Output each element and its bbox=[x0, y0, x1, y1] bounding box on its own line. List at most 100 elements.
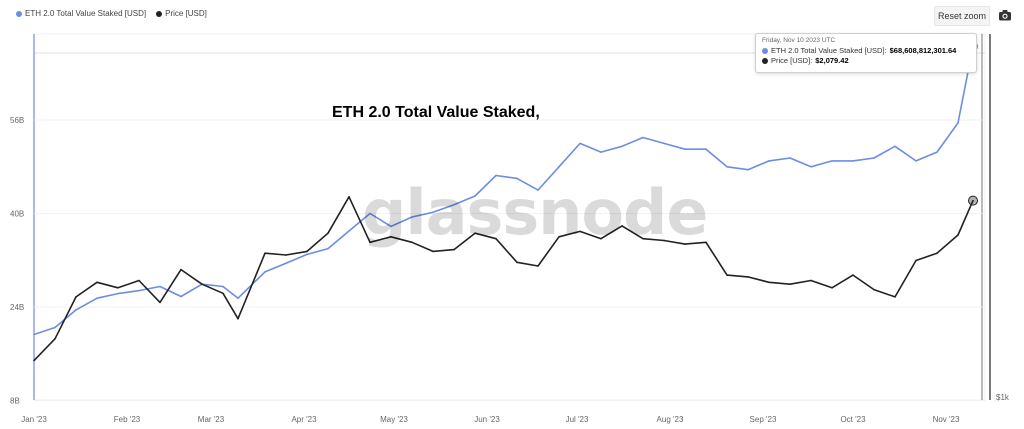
chart-legend: ETH 2.0 Total Value Staked [USD] Price [… bbox=[16, 9, 207, 18]
data-point-staked bbox=[579, 142, 581, 145]
data-point-price bbox=[159, 301, 161, 304]
tooltip-row-staked: ETH 2.0 Total Value Staked [USD]: $68,60… bbox=[762, 46, 970, 56]
data-point-staked bbox=[96, 297, 98, 300]
legend-item-staked[interactable]: ETH 2.0 Total Value Staked [USD] bbox=[16, 9, 146, 18]
data-point-staked bbox=[285, 262, 287, 264]
data-point-price bbox=[747, 276, 749, 278]
data-point-price bbox=[957, 234, 959, 236]
data-point-staked bbox=[600, 151, 602, 153]
data-point-staked bbox=[558, 165, 560, 168]
legend-dot-price bbox=[156, 10, 163, 17]
data-point-staked bbox=[138, 289, 140, 292]
y-tick-label: 56B bbox=[10, 116, 24, 125]
data-point-staked bbox=[411, 216, 413, 218]
data-point-price bbox=[222, 292, 224, 295]
data-point-staked bbox=[453, 203, 455, 206]
data-point-staked bbox=[327, 247, 329, 250]
data-point-staked bbox=[474, 195, 476, 197]
data-point-price bbox=[726, 274, 728, 276]
data-point-price bbox=[558, 236, 560, 238]
data-point-price bbox=[768, 281, 770, 284]
data-point-staked bbox=[873, 157, 875, 159]
data-point-staked bbox=[789, 157, 791, 159]
legend-label-staked: ETH 2.0 Total Value Staked [USD] bbox=[25, 9, 147, 18]
camera-icon[interactable] bbox=[998, 8, 1012, 22]
data-point-staked bbox=[495, 174, 497, 177]
tooltip-dot-staked bbox=[762, 48, 768, 54]
data-point-price bbox=[915, 259, 917, 262]
data-point-staked bbox=[537, 189, 539, 191]
y-axis-right-ticks: $1k bbox=[996, 393, 1010, 402]
data-point-staked bbox=[264, 271, 266, 273]
data-point-staked bbox=[390, 225, 392, 228]
data-point-price bbox=[537, 265, 539, 267]
data-point-price bbox=[75, 296, 77, 298]
glassnode-watermark: glassnode bbox=[362, 176, 708, 249]
tooltip-dot-price bbox=[762, 58, 768, 64]
data-point-price bbox=[936, 252, 938, 255]
data-point-price bbox=[306, 250, 308, 253]
data-point-price bbox=[369, 241, 371, 244]
data-point-staked bbox=[117, 292, 119, 295]
data-point-price bbox=[180, 268, 182, 271]
data-point-staked bbox=[705, 148, 707, 151]
data-point-staked bbox=[432, 211, 434, 214]
x-tick-label: Sep '23 bbox=[750, 415, 777, 424]
chart-title: ETH 2.0 Total Value Staked, bbox=[332, 104, 540, 121]
data-point-staked bbox=[831, 160, 833, 162]
data-point-price bbox=[852, 274, 854, 276]
x-tick-label: Oct '23 bbox=[840, 415, 866, 424]
data-point-staked bbox=[33, 333, 35, 336]
data-point-staked bbox=[726, 165, 728, 168]
data-point-staked bbox=[237, 297, 239, 300]
x-axis-ticks: Jan '23 Feb '23 Mar '23 Apr '23 May '23 Jun '… bbox=[21, 415, 960, 424]
x-tick-label: Jul '23 bbox=[566, 415, 589, 424]
data-point-price bbox=[972, 199, 974, 202]
data-point-price bbox=[54, 337, 56, 340]
data-point-staked bbox=[915, 160, 917, 162]
data-point-price bbox=[642, 237, 644, 240]
data-point-price bbox=[705, 241, 707, 244]
data-point-price bbox=[432, 250, 434, 253]
x-tick-label: Mar '23 bbox=[198, 415, 225, 424]
data-point-price bbox=[201, 283, 203, 285]
data-point-price bbox=[663, 239, 665, 242]
data-point-staked bbox=[621, 145, 623, 148]
x-tick-label: Aug '23 bbox=[657, 415, 684, 424]
data-point-staked bbox=[894, 145, 896, 148]
data-point-price bbox=[684, 243, 686, 245]
data-point-staked bbox=[180, 295, 182, 298]
data-point-staked bbox=[159, 285, 161, 288]
hover-marker-price[interactable] bbox=[968, 195, 978, 206]
x-tick-label: Jan '23 bbox=[21, 415, 47, 424]
legend-dot-staked bbox=[16, 10, 22, 17]
series-line-staked bbox=[33, 46, 974, 336]
tooltip-row-price: Price [USD]: $2,079.42 bbox=[762, 56, 970, 66]
y-axis-ticks: 8B 24B 40B 56B bbox=[10, 116, 24, 406]
data-point-staked bbox=[747, 168, 749, 171]
data-point-staked bbox=[642, 136, 644, 139]
data-point-price bbox=[453, 248, 455, 251]
legend-item-price[interactable]: Price [USD] bbox=[156, 9, 207, 18]
data-point-price bbox=[579, 230, 581, 233]
data-point-staked bbox=[768, 160, 770, 162]
data-point-price bbox=[600, 237, 602, 240]
x-tick-label: Jun '23 bbox=[474, 415, 500, 424]
data-point-price bbox=[327, 232, 329, 234]
data-point-price bbox=[621, 225, 623, 227]
data-point-price bbox=[474, 232, 476, 234]
x-tick-label: Nov '23 bbox=[933, 415, 960, 424]
data-point-staked bbox=[222, 285, 224, 288]
data-point-price bbox=[516, 261, 518, 264]
y-tick-label: 8B bbox=[10, 397, 20, 406]
y-tick-label: 40B bbox=[10, 210, 24, 219]
data-point-price bbox=[495, 237, 497, 240]
data-point-price bbox=[873, 288, 875, 291]
data-point-staked bbox=[369, 212, 371, 215]
x-tick-label: May '23 bbox=[380, 415, 408, 424]
legend-label-price: Price [USD] bbox=[165, 9, 207, 18]
reset-zoom-button[interactable]: Reset zoom bbox=[934, 6, 990, 26]
data-point-price bbox=[285, 254, 287, 256]
data-point-staked bbox=[810, 165, 812, 168]
tooltip-label-price: Price [USD]: bbox=[771, 56, 813, 65]
